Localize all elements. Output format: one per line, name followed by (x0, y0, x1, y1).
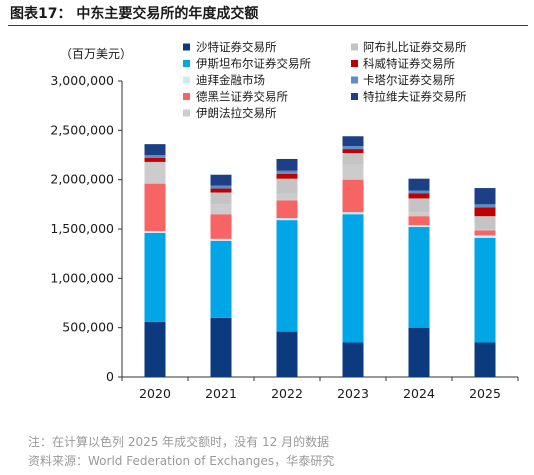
bar-segment (408, 225, 430, 228)
bar-segment (276, 218, 298, 221)
bar-segment (144, 183, 166, 231)
bar-segment (144, 232, 166, 322)
bar-segment (408, 190, 430, 194)
bar-segment (144, 163, 166, 184)
legend-label: 阿布扎比证券交易所 (363, 40, 467, 54)
x-tick-label: 2025 (469, 386, 501, 401)
bar-segment (408, 327, 430, 377)
legend-label: 德黑兰证券交易所 (196, 90, 288, 104)
legend-label: 迪拜金融市场 (196, 73, 265, 87)
y-tick-label: 0 (106, 369, 114, 384)
y-tick-label: 500,000 (62, 320, 114, 335)
legend-label: 伊朗法拉交易所 (196, 106, 277, 120)
bar-segment (144, 321, 166, 377)
bar-segment (210, 214, 232, 239)
bar-segment (474, 342, 496, 377)
bar-segment (408, 198, 430, 213)
bar-segment (342, 149, 364, 154)
bar-segment (210, 238, 232, 241)
x-tick-label: 2023 (337, 386, 369, 401)
legend-label: 科威特证券交易所 (363, 57, 455, 71)
bar-segment (276, 178, 298, 194)
bar-segment (144, 157, 166, 162)
bar-segment (342, 214, 364, 343)
legend-swatch (183, 43, 190, 51)
x-tick-label: 2020 (139, 386, 171, 401)
legend-swatch (351, 60, 358, 67)
legend-swatch (351, 76, 358, 84)
legend-swatch (183, 60, 190, 67)
bar-segment (342, 164, 364, 180)
legend-swatch (183, 93, 190, 100)
bar-segment (342, 146, 364, 150)
y-tick-label: 1,500,000 (50, 221, 114, 236)
chart-footnote: 注：在计算以色列 2025 年成交额时，没有 12 月的数据 (28, 435, 330, 449)
bar-segment (210, 204, 232, 215)
bar-segment (342, 153, 364, 165)
bar-segment (474, 216, 496, 229)
bar-segment (474, 235, 496, 238)
bar-segment (342, 342, 364, 377)
bar-segment (210, 192, 232, 205)
y-tick-label: 2,000,000 (50, 172, 114, 187)
x-tick-label: 2024 (403, 386, 435, 401)
figure-number: 图表17： (10, 6, 72, 22)
bar-segment (144, 161, 166, 164)
bar-segment (144, 155, 166, 158)
bar-segment (276, 200, 298, 219)
bar-segment (276, 220, 298, 332)
bar-segment (210, 174, 232, 186)
bar-segment (342, 179, 364, 213)
legend-label: 伊斯坦布尔证券交易所 (196, 57, 311, 71)
title-underline (8, 25, 528, 26)
y-tick-label: 3,000,000 (50, 73, 114, 88)
bar-segment (276, 331, 298, 377)
bar-segment (408, 193, 430, 199)
bar-segment (276, 193, 298, 201)
legend-swatch (351, 93, 358, 100)
bar-segment (144, 230, 166, 233)
y-unit-label: （百万美元） (60, 47, 132, 61)
bar-segment (474, 204, 496, 208)
stacked-bar-chart: （百万美元） 0 500,000 1,000,000 1,500,000 2,000,00… (50, 40, 519, 401)
bar-segment (276, 170, 298, 174)
bar-segment (210, 188, 232, 193)
bar-segment (474, 237, 496, 343)
legend-swatch (183, 76, 190, 84)
bar-segment (210, 185, 232, 189)
chart-source: 资料来源：World Federation of Exchanges，华泰研究 (28, 454, 335, 468)
bar-segment (408, 227, 430, 328)
figure-title-text: 中东主要交易所的年度成交额 (76, 6, 259, 22)
bar-segment (474, 207, 496, 217)
bar-segment (342, 136, 364, 147)
bar-segment (276, 158, 298, 171)
legend-swatch (183, 109, 190, 117)
x-tick-label: 2022 (271, 386, 303, 401)
bar-segment (210, 240, 232, 318)
legend-label: 沙特证券交易所 (196, 40, 277, 54)
legend-label: 特拉维夫证券交易所 (363, 90, 467, 104)
bar-segment (408, 178, 430, 191)
bar-segment (144, 144, 166, 155)
y-tick-label: 1,000,000 (50, 270, 114, 285)
figure-title: 图表17： 中东主要交易所的年度成交额 (10, 3, 258, 23)
bar-segment (474, 188, 496, 205)
bar-segment (276, 173, 298, 179)
bar-segment (408, 212, 430, 217)
bar-segment (210, 317, 232, 377)
legend-label: 卡塔尔证券交易所 (363, 73, 455, 87)
bar-segment (342, 212, 364, 215)
legend-swatch (351, 43, 358, 51)
bar-segment (474, 229, 496, 231)
bar-segment (408, 216, 430, 226)
bar-segment (474, 230, 496, 236)
x-tick-label: 2021 (205, 386, 237, 401)
y-tick-label: 2,500,000 (50, 122, 114, 137)
